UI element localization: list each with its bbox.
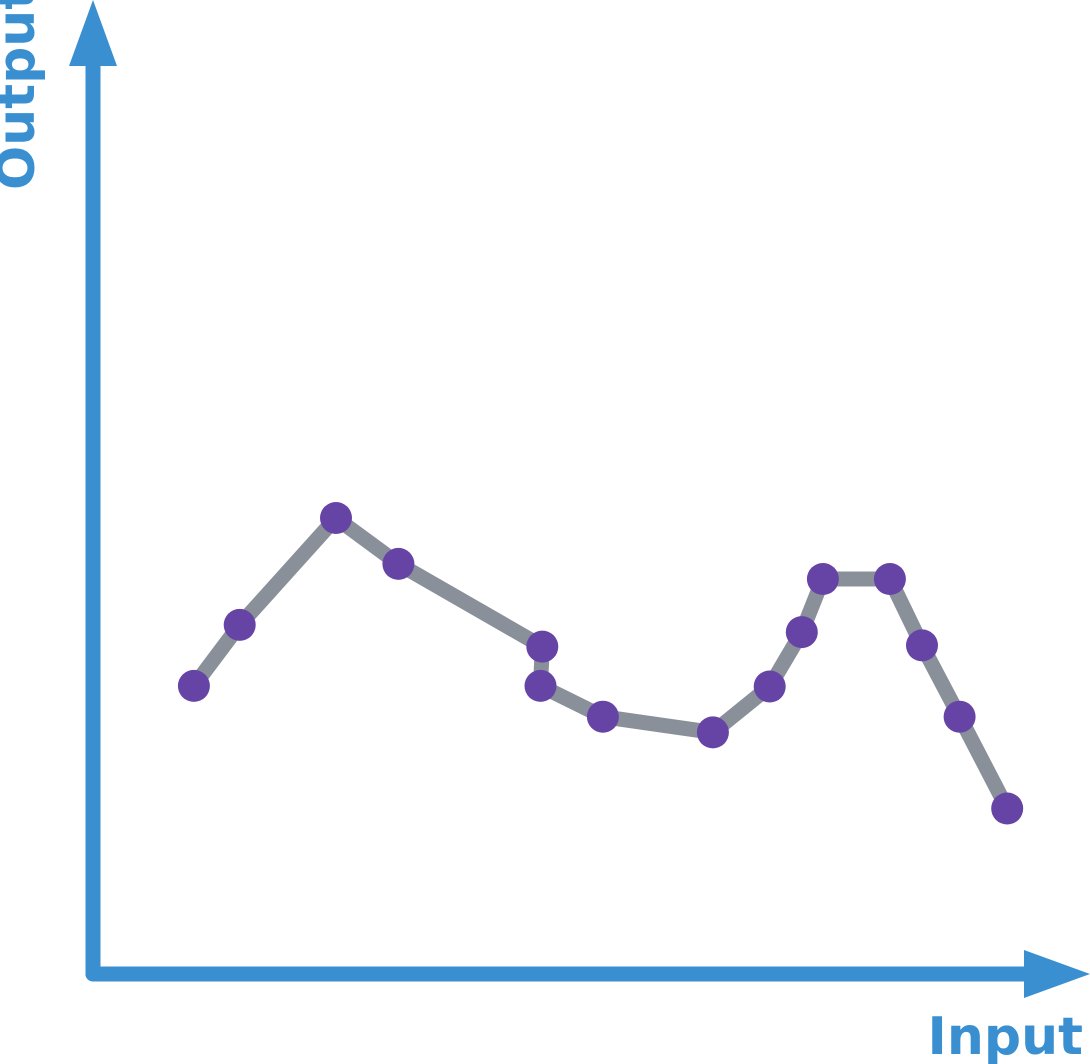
y-axis-arrow xyxy=(69,0,117,66)
data-point-14 xyxy=(943,700,976,733)
data-point-11 xyxy=(806,563,839,595)
data-point-6 xyxy=(524,669,557,702)
axes xyxy=(69,0,1090,998)
data-point-1 xyxy=(177,669,210,702)
x-axis-label: Input xyxy=(928,1007,1083,1064)
data-point-10 xyxy=(785,616,818,649)
x-axis-arrow xyxy=(1024,950,1090,998)
data-point-13 xyxy=(906,629,938,662)
data-point-15 xyxy=(991,792,1024,825)
data-point-12 xyxy=(873,563,906,595)
series-line xyxy=(186,510,1015,816)
data-point-5 xyxy=(526,630,559,663)
data-point-2 xyxy=(223,608,256,641)
data-point-4 xyxy=(382,547,415,580)
data-points xyxy=(177,502,1024,825)
data-point-8 xyxy=(696,716,729,749)
y-axis-label: Output xyxy=(0,0,47,190)
data-point-7 xyxy=(586,700,619,733)
data-point-9 xyxy=(753,670,786,703)
data-point-3 xyxy=(320,502,352,534)
